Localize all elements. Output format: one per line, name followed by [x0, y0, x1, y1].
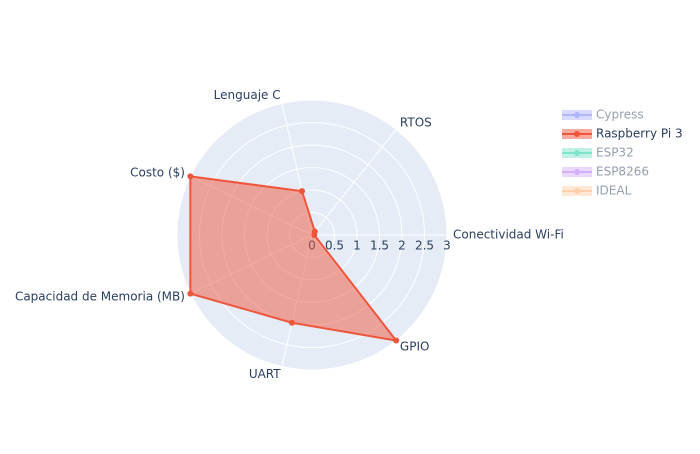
- legend-item: IDEAL: [562, 184, 632, 198]
- legend-item: ESP8266: [562, 165, 649, 179]
- angular-tick-label: UART: [249, 367, 281, 381]
- legend-marker: [574, 188, 580, 194]
- legend-item: Raspberry Pi 3: [562, 127, 683, 141]
- angular-tick-label: Conectividad Wi-Fi: [453, 228, 564, 242]
- radial-tick-label: 1.5: [370, 239, 389, 253]
- legend-label: ESP8266: [596, 165, 649, 179]
- radar-marker: [393, 337, 400, 344]
- angular-tick-label: Costo ($): [130, 165, 185, 179]
- radar-marker: [187, 173, 194, 180]
- angular-grid-line: [311, 129, 397, 236]
- legend-label: IDEAL: [596, 184, 632, 198]
- radar-marker: [187, 290, 194, 297]
- angular-tick-label: Capacidad de Memoria (MB): [15, 290, 185, 304]
- legend-item: Cypress: [562, 108, 644, 122]
- radial-tick-label: 0.5: [325, 239, 344, 253]
- legend-marker: [574, 131, 580, 137]
- legend-marker: [574, 112, 580, 118]
- legend-label: ESP32: [596, 146, 634, 160]
- radial-tick-label: 3: [443, 239, 451, 253]
- radar-marker: [288, 319, 295, 326]
- radar-marker: [311, 228, 318, 235]
- radial-tick-label: 1: [353, 239, 361, 253]
- angular-tick-label: GPIO: [400, 339, 430, 353]
- legend-marker: [574, 150, 580, 156]
- radial-tick-label: 2.5: [415, 239, 434, 253]
- angular-tick-label: RTOS: [400, 116, 432, 130]
- legend-label: Cypress: [596, 108, 644, 122]
- radar-marker: [298, 188, 305, 195]
- radar-area: [189, 175, 399, 342]
- angular-tick-label: Lenguaje C: [214, 88, 281, 102]
- radial-tick-label: 2: [398, 239, 406, 253]
- legend-item: ESP32: [562, 146, 634, 160]
- legend-label: Raspberry Pi 3: [596, 127, 683, 141]
- legend-marker: [574, 169, 580, 175]
